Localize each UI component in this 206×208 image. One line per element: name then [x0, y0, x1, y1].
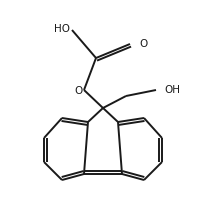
- Text: OH: OH: [164, 85, 180, 95]
- Text: O: O: [139, 39, 147, 49]
- Text: HO: HO: [54, 24, 70, 34]
- Text: O: O: [75, 86, 83, 96]
